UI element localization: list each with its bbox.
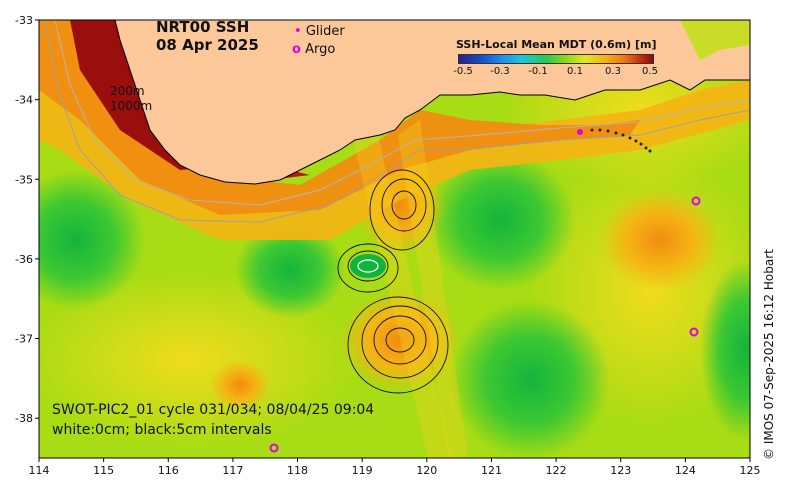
x-tick-label: 124	[675, 464, 696, 477]
ssh-high-eddy	[210, 360, 270, 410]
ssh-low-eddy	[235, 222, 345, 318]
argo-floats	[269, 196, 701, 453]
x-tick-label: 121	[481, 464, 502, 477]
ssh-low-eddy	[425, 150, 575, 290]
swot-eddy	[350, 254, 386, 278]
legend-argo: o Argo	[292, 42, 335, 57]
depth-labels: 200m 1000m	[110, 84, 152, 114]
glider-symbol: •	[294, 24, 302, 39]
plot-frame	[38, 19, 751, 459]
glider-track	[590, 128, 652, 153]
colorbar-tick: 0.3	[605, 66, 621, 77]
colorbar-tick: -0.1	[528, 66, 548, 77]
depth-1000m: 1000m	[110, 99, 153, 113]
swot-info-line1: SWOT-PIC2_01 cycle 031/034; 08/04/25 09:…	[52, 402, 375, 418]
ssh-low-eddy	[450, 300, 610, 458]
y-tick-label: -33	[15, 14, 33, 27]
ssh-low-eddy	[700, 260, 750, 440]
depth-200m: 200m	[110, 84, 145, 98]
ocean-corner	[680, 20, 750, 60]
x-tick-label: 114	[29, 464, 50, 477]
x-tick-label: 119	[352, 464, 373, 477]
colorbar-tick: -0.3	[490, 66, 510, 77]
isobath-1000m	[44, 20, 750, 223]
swot-info-line2: white:0cm; black:5cm intervals	[52, 422, 272, 438]
x-tick-label: 115	[93, 464, 114, 477]
y-tick-label: -36	[15, 253, 33, 266]
y-tick-label: -35	[15, 173, 33, 186]
ssh-contours	[337, 169, 449, 394]
swot-swath	[398, 120, 468, 458]
y-tick-label: -37	[15, 333, 33, 346]
argo-label: Argo	[305, 42, 336, 57]
y-tick-label: -34	[15, 94, 33, 107]
y-tick-label: -38	[15, 412, 33, 425]
x-tick-label: 117	[222, 464, 243, 477]
argo-symbol: o	[292, 42, 301, 57]
x-tick-label: 123	[610, 464, 631, 477]
x-tick-label: 125	[740, 464, 761, 477]
warm-core-max	[70, 20, 240, 170]
isobath-200m	[54, 20, 750, 206]
zero-contour	[357, 259, 379, 273]
date-label: 08 Apr 2025	[156, 36, 259, 54]
ssh-high-eddy	[340, 290, 460, 390]
ssh-high-eddy	[600, 190, 720, 290]
x-tick-label: 122	[546, 464, 567, 477]
map-title: NRT00 SSH 08 Apr 2025	[156, 18, 259, 54]
colorbar-ticks: -0.5 -0.3 -0.1 0.1 0.3 0.5	[450, 66, 660, 80]
colorbar	[458, 54, 654, 64]
colorbar-title: SSH-Local Mean MDT (0.6m) [m]	[456, 38, 657, 51]
glider-position-marker	[577, 129, 583, 135]
colorbar-tick: 0.1	[567, 66, 583, 77]
swot-info: SWOT-PIC2_01 cycle 031/034; 08/04/25 09:…	[52, 400, 374, 440]
credit-label: © IMOS 07-Sep-2025 16:12 Hobart	[762, 249, 776, 460]
x-tick-label: 118	[287, 464, 308, 477]
x-axis: 114 115 116 117 118 119 120 121 122 123 124 125	[29, 458, 761, 477]
plot-area	[39, 20, 750, 458]
y-axis: -33 -34 -35 -36 -37 -38	[15, 14, 39, 425]
colorbar-tick: 0.5	[642, 66, 658, 77]
glider-label: Glider	[305, 24, 345, 39]
x-tick-label: 116	[158, 464, 179, 477]
ssh-low-eddy	[39, 170, 145, 310]
product-label: NRT00 SSH	[156, 18, 250, 36]
swot-swath	[352, 135, 452, 458]
x-tick-label: 120	[416, 464, 437, 477]
colorbar-tick: -0.5	[453, 66, 473, 77]
legend-glider: • Glider	[294, 24, 345, 39]
